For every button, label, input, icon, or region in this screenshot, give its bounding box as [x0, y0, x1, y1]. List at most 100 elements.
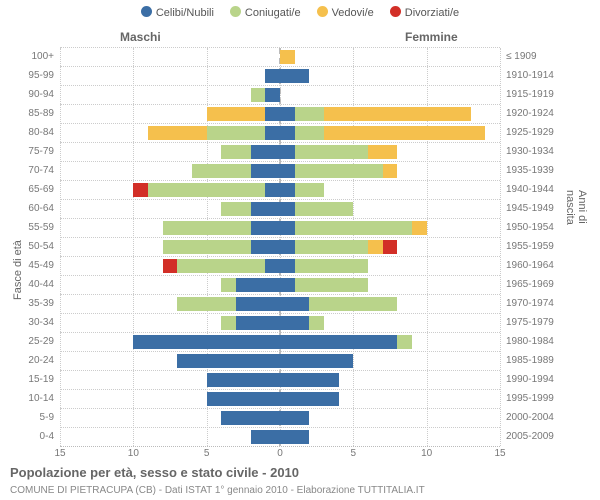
- bar-male-celibi: [251, 145, 280, 159]
- bar-male-vedovi: [207, 107, 266, 121]
- bar-female-coniugati: [295, 126, 324, 140]
- ytick-age: 60-64: [28, 200, 54, 218]
- bar-male-celibi: [221, 411, 280, 425]
- bar-female-celibi: [280, 240, 295, 254]
- chart-row: 10-141995-1999: [60, 390, 500, 408]
- ytick-age: 80-84: [28, 124, 54, 142]
- bar-female-celibi: [280, 107, 295, 121]
- ytick-birth: 1975-1979: [506, 314, 554, 332]
- gridline-h: [60, 218, 500, 219]
- bar-male-celibi: [133, 335, 280, 349]
- ytick-birth: 2000-2004: [506, 409, 554, 427]
- bar-male-coniugati: [251, 88, 266, 102]
- chart-row: 50-541955-1959: [60, 238, 500, 256]
- bar-female-coniugati: [295, 278, 368, 292]
- legend-swatch: [230, 6, 241, 17]
- bar-male-celibi: [236, 278, 280, 292]
- bar-female-vedovi: [383, 164, 398, 178]
- ytick-age: 45-49: [28, 257, 54, 275]
- bar-female-coniugati: [295, 107, 324, 121]
- bar-female-celibi: [280, 126, 295, 140]
- gridline-h: [60, 199, 500, 200]
- y-axis-title-left: Fasce di età: [12, 240, 24, 300]
- ytick-age: 0-4: [40, 428, 54, 446]
- ytick-birth: 1960-1964: [506, 257, 554, 275]
- col-head-female: Femmine: [405, 30, 458, 44]
- gridline-h: [60, 370, 500, 371]
- ytick-birth: 1980-1984: [506, 333, 554, 351]
- ytick-age: 25-29: [28, 333, 54, 351]
- chart-row: 85-891920-1924: [60, 105, 500, 123]
- gridline-h: [60, 161, 500, 162]
- ytick-age: 85-89: [28, 105, 54, 123]
- bar-male-coniugati: [163, 221, 251, 235]
- bar-male-celibi: [207, 392, 280, 406]
- bar-female-coniugati: [295, 240, 368, 254]
- bar-male-celibi: [265, 107, 280, 121]
- ytick-age: 90-94: [28, 86, 54, 104]
- ytick-birth: 1990-1994: [506, 371, 554, 389]
- bar-male-celibi: [251, 221, 280, 235]
- bar-female-celibi: [280, 202, 295, 216]
- gridline-h: [60, 237, 500, 238]
- bar-female-coniugati: [397, 335, 412, 349]
- ytick-age: 20-24: [28, 352, 54, 370]
- bar-female-coniugati: [309, 297, 397, 311]
- gridline-h: [60, 256, 500, 257]
- bar-female-vedovi: [412, 221, 427, 235]
- ytick-age: 55-59: [28, 219, 54, 237]
- ytick-birth: 1935-1939: [506, 162, 554, 180]
- ytick-age: 70-74: [28, 162, 54, 180]
- ytick-birth: 2005-2009: [506, 428, 554, 446]
- ytick-birth: 1940-1944: [506, 181, 554, 199]
- chart-row: 40-441965-1969: [60, 276, 500, 294]
- ytick-age: 15-19: [28, 371, 54, 389]
- legend-item: Celibi/Nubili: [141, 6, 214, 19]
- bar-male-celibi: [207, 373, 280, 387]
- gridline-h: [60, 427, 500, 428]
- bar-female-coniugati: [295, 221, 412, 235]
- ytick-age: 50-54: [28, 238, 54, 256]
- bar-female-coniugati: [309, 316, 324, 330]
- legend-label: Divorziati/e: [405, 7, 459, 19]
- bar-female-vedovi: [324, 126, 485, 140]
- bar-female-vedovi: [368, 145, 397, 159]
- legend-item: Vedovi/e: [317, 6, 374, 19]
- ytick-age: 75-79: [28, 143, 54, 161]
- bar-female-celibi: [280, 430, 309, 444]
- xtick: 5: [351, 448, 357, 459]
- gridline-h: [60, 313, 500, 314]
- bar-male-celibi: [251, 430, 280, 444]
- bar-female-celibi: [280, 335, 397, 349]
- ytick-birth: 1995-1999: [506, 390, 554, 408]
- chart-row: 75-791930-1934: [60, 143, 500, 161]
- xtick: 15: [494, 448, 505, 459]
- ytick-age: 65-69: [28, 181, 54, 199]
- chart-title: Popolazione per età, sesso e stato civil…: [10, 465, 299, 480]
- ytick-birth: 1920-1924: [506, 105, 554, 123]
- bar-male-coniugati: [192, 164, 251, 178]
- bar-male-celibi: [265, 126, 280, 140]
- bar-male-coniugati: [221, 145, 250, 159]
- gridline-h: [60, 408, 500, 409]
- ytick-birth: 1950-1954: [506, 219, 554, 237]
- bar-female-coniugati: [295, 183, 324, 197]
- legend-swatch: [317, 6, 328, 17]
- ytick-birth: 1955-1959: [506, 238, 554, 256]
- chart-row: 20-241985-1989: [60, 352, 500, 370]
- legend-item: Divorziati/e: [390, 6, 459, 19]
- chart-row: 90-941915-1919: [60, 86, 500, 104]
- xtick: 10: [128, 448, 139, 459]
- ytick-age: 5-9: [40, 409, 54, 427]
- bar-female-celibi: [280, 411, 309, 425]
- bar-male-celibi: [265, 259, 280, 273]
- chart-row: 30-341975-1979: [60, 314, 500, 332]
- chart-row: 15-191990-1994: [60, 371, 500, 389]
- bar-male-celibi: [251, 202, 280, 216]
- bar-male-coniugati: [163, 240, 251, 254]
- gridline-h: [60, 47, 500, 48]
- bar-male-coniugati: [221, 278, 236, 292]
- bar-female-celibi: [280, 392, 339, 406]
- xtick: 0: [277, 448, 283, 459]
- bar-male-celibi: [251, 164, 280, 178]
